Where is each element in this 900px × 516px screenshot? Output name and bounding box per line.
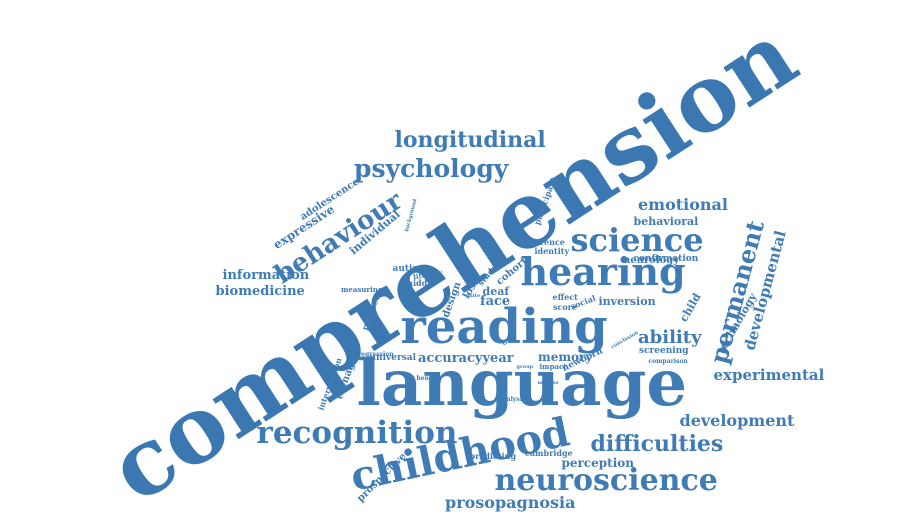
word-universal: universal <box>369 352 417 363</box>
word-reading: reading <box>400 299 608 355</box>
word-language: language <box>356 346 688 421</box>
word-measuring: measuring <box>341 284 383 294</box>
word-inversion: inversion <box>598 294 656 308</box>
word-psychology: psychology <box>354 153 509 183</box>
word-perception: perception <box>561 456 635 470</box>
word-effect: effect <box>552 292 578 302</box>
word-experimental: experimental <box>713 365 825 384</box>
word-deaf: deaf <box>482 284 510 298</box>
word-identity: identity <box>534 246 570 256</box>
word-difficulties: difficulties <box>590 431 724 457</box>
word-cambridge: cambridge <box>525 448 573 458</box>
word-emotional: emotional <box>638 195 728 214</box>
word-months: months <box>537 379 559 386</box>
word-confirmation: confirmation <box>633 253 699 264</box>
word-biomedicine: biomedicine <box>215 283 305 299</box>
word-ability: ability <box>638 327 702 348</box>
word-screening: screening <box>639 345 689 356</box>
word-analysis: analysis <box>498 396 526 403</box>
word-behavioral: behavioral <box>633 214 699 228</box>
word-difference: difference <box>519 237 565 247</box>
word-memory: memory <box>538 350 593 364</box>
word-middle: middle <box>404 278 436 288</box>
word-group: group <box>516 363 534 370</box>
word-neuroscience: neuroscience <box>494 463 718 498</box>
word-longitudinal: longitudinal <box>394 127 546 153</box>
word-year: year <box>482 350 514 366</box>
word-unite: unite <box>465 292 481 299</box>
word-science: science <box>570 221 704 259</box>
word-predicting: predicting <box>469 451 517 461</box>
word-benefit: benefit <box>416 375 440 382</box>
word-comparison: comparison <box>648 358 688 365</box>
word-neurology: neurology <box>623 255 680 266</box>
word-hearing: hearing <box>520 249 686 294</box>
word-prosopagnosia: prosopagnosia <box>445 493 576 512</box>
word-accuracy: accuracy <box>418 350 483 366</box>
word-child: child <box>676 290 704 324</box>
word-face: face <box>480 293 511 309</box>
word-recognition: recognition <box>256 414 458 451</box>
word-impact: impact <box>539 361 567 371</box>
word-score: score <box>553 302 578 312</box>
word-development: development <box>679 411 795 430</box>
word-autism: autism <box>392 263 428 274</box>
word-information: information <box>222 267 310 283</box>
word-regression: regression <box>358 351 394 358</box>
